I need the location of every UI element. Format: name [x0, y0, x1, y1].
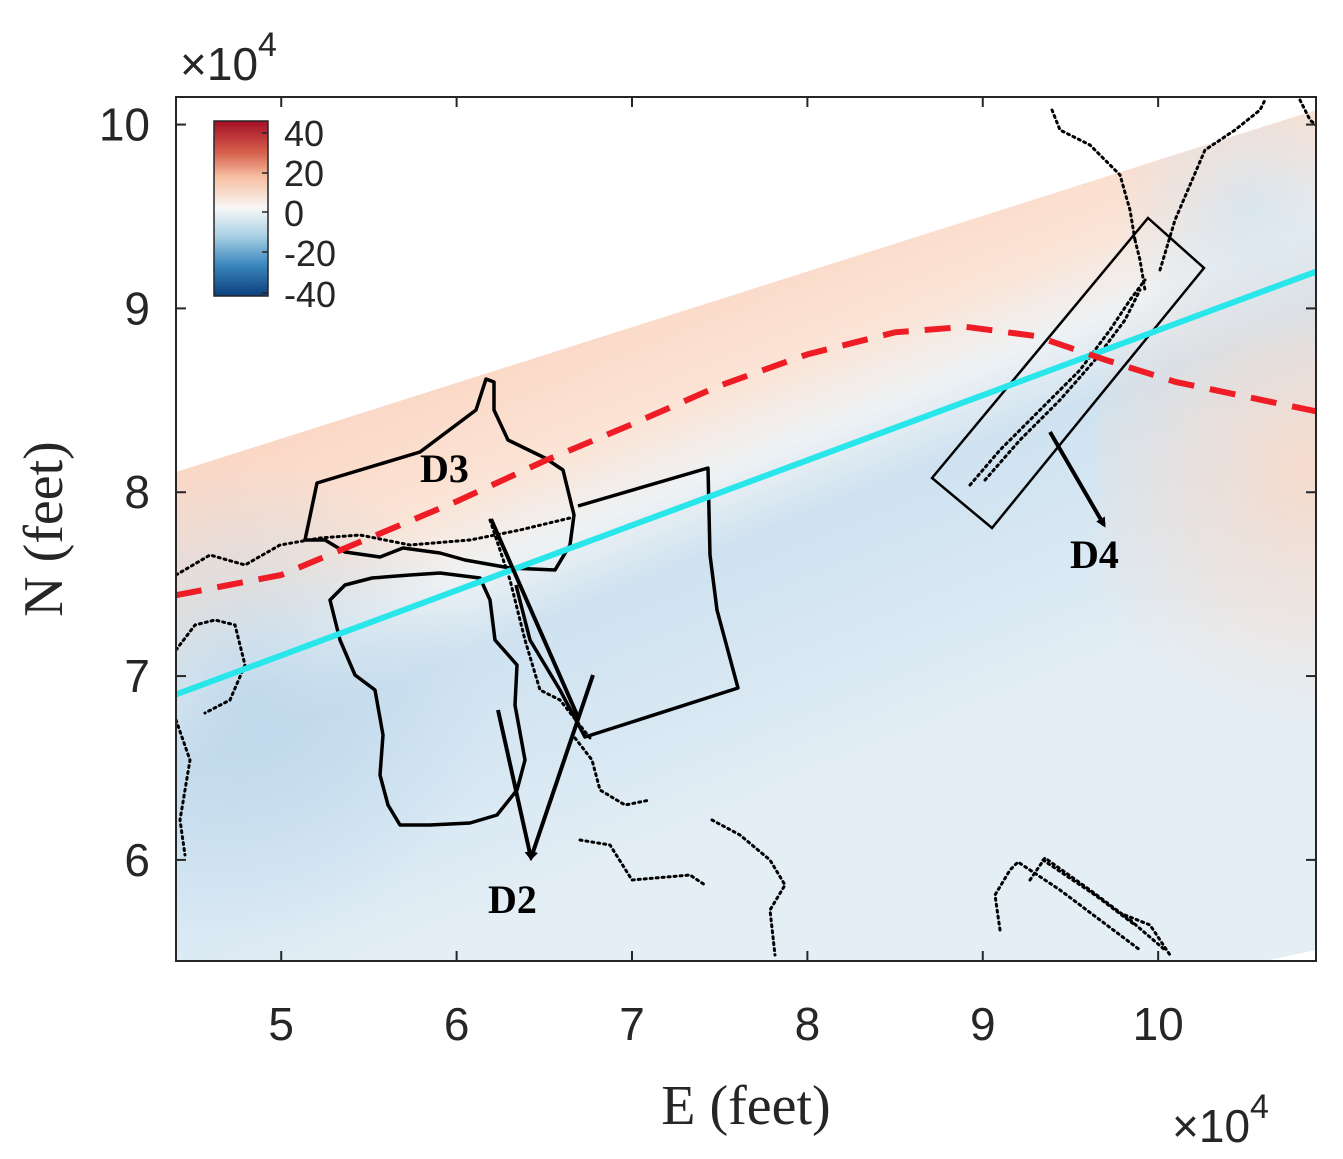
d4-rectangle	[930, 216, 1206, 530]
y-tick-label: 7	[124, 650, 150, 702]
x-tick-label: 6	[444, 998, 470, 1050]
colorbar: 40 20 0 -20 -40	[213, 113, 336, 315]
x-tick-label: 8	[795, 998, 821, 1050]
d2-arrow-2	[496, 709, 535, 861]
svg-text:×104: ×104	[1172, 1088, 1269, 1152]
d4-arrow	[1048, 430, 1106, 528]
label-d2: D2	[488, 877, 537, 922]
colorbar-ticks	[262, 132, 268, 294]
x-axis-title: E (feet)	[661, 1075, 830, 1137]
y-multiplier: ×104	[180, 26, 277, 90]
d2-arrow-3	[528, 674, 595, 861]
red-dashed-line	[176, 323, 1316, 599]
y-axis-ticks: 6 7 8 9 10	[99, 99, 1316, 886]
x-multiplier: ×104	[1172, 1088, 1269, 1152]
y-tick-label: 6	[124, 834, 150, 886]
x-tick-label: 9	[970, 998, 996, 1050]
d3-outline	[303, 377, 576, 572]
label-d3: D3	[420, 446, 469, 491]
label-d4: D4	[1070, 532, 1119, 577]
cyan-line	[176, 268, 1316, 698]
colorbar-tick-label: 20	[284, 153, 324, 194]
plot-area	[175, 96, 1317, 962]
dotted-contours	[176, 98, 1316, 957]
svg-text:×104: ×104	[180, 26, 277, 90]
x-tick-label: 5	[268, 998, 294, 1050]
x-axis-ticks: 5 6 7 8 9 10	[268, 97, 1184, 1050]
y-axis-title: N (feet)	[13, 441, 75, 617]
cool-zone-upper-right	[176, 110, 1316, 961]
colorbar-tick-label: 40	[284, 113, 324, 154]
colorbar-tick-label: -20	[284, 233, 336, 274]
y-tick-label: 9	[124, 282, 150, 334]
x-tick-label: 10	[1133, 998, 1184, 1050]
colorbar-tick-label: -40	[284, 274, 336, 315]
d2-arrow-1	[489, 518, 580, 718]
y-tick-label: 10	[99, 99, 150, 151]
x-tick-label: 7	[619, 998, 645, 1050]
colorbar-tick-label: 0	[284, 193, 304, 234]
y-tick-label: 8	[124, 466, 150, 518]
